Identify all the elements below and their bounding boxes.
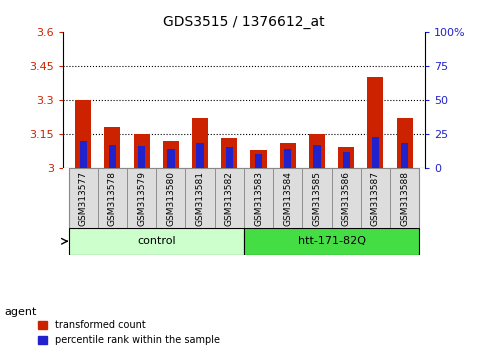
Bar — [138, 146, 145, 168]
Text: control: control — [137, 236, 176, 246]
Bar — [284, 149, 291, 168]
Bar — [401, 143, 408, 168]
Text: GSM313577: GSM313577 — [79, 171, 88, 226]
Text: GSM313583: GSM313583 — [254, 171, 263, 226]
Bar — [167, 149, 174, 168]
Bar — [104, 127, 120, 168]
Text: GSM313584: GSM313584 — [283, 171, 292, 226]
Bar — [163, 141, 179, 168]
Text: GSM313580: GSM313580 — [166, 171, 175, 226]
Bar — [109, 145, 116, 168]
Bar — [390, 168, 419, 228]
Bar — [134, 134, 150, 168]
Bar — [309, 134, 325, 168]
Bar — [215, 168, 244, 228]
Bar — [372, 137, 379, 168]
Text: GSM313588: GSM313588 — [400, 171, 409, 226]
Bar — [342, 152, 350, 168]
Bar — [226, 148, 233, 168]
Bar — [221, 138, 237, 168]
Text: GSM313578: GSM313578 — [108, 171, 117, 226]
Text: GSM313585: GSM313585 — [313, 171, 322, 226]
Text: GSM313579: GSM313579 — [137, 171, 146, 226]
Bar — [302, 168, 331, 228]
Bar — [69, 228, 244, 255]
Bar — [251, 150, 267, 168]
Text: GSM313582: GSM313582 — [225, 171, 234, 226]
Bar — [331, 168, 361, 228]
Text: htt-171-82Q: htt-171-82Q — [298, 236, 366, 246]
Legend: transformed count, percentile rank within the sample: transformed count, percentile rank withi… — [34, 316, 224, 349]
Bar — [244, 228, 419, 255]
Bar — [75, 100, 91, 168]
Bar — [313, 145, 321, 168]
Title: GDS3515 / 1376612_at: GDS3515 / 1376612_at — [163, 16, 325, 29]
Bar — [185, 168, 215, 228]
Bar — [197, 143, 204, 168]
Text: GSM313587: GSM313587 — [371, 171, 380, 226]
Bar — [368, 77, 384, 168]
Bar — [280, 143, 296, 168]
Bar — [338, 148, 354, 168]
Text: GSM313581: GSM313581 — [196, 171, 205, 226]
Bar — [273, 168, 302, 228]
Bar — [397, 118, 412, 168]
Bar — [255, 154, 262, 168]
Bar — [244, 168, 273, 228]
Bar — [192, 118, 208, 168]
Bar — [361, 168, 390, 228]
Bar — [98, 168, 127, 228]
Text: GSM313586: GSM313586 — [341, 171, 351, 226]
Bar — [80, 141, 87, 168]
Bar — [127, 168, 156, 228]
Bar — [69, 168, 98, 228]
Text: agent: agent — [5, 307, 37, 316]
Bar — [156, 168, 185, 228]
